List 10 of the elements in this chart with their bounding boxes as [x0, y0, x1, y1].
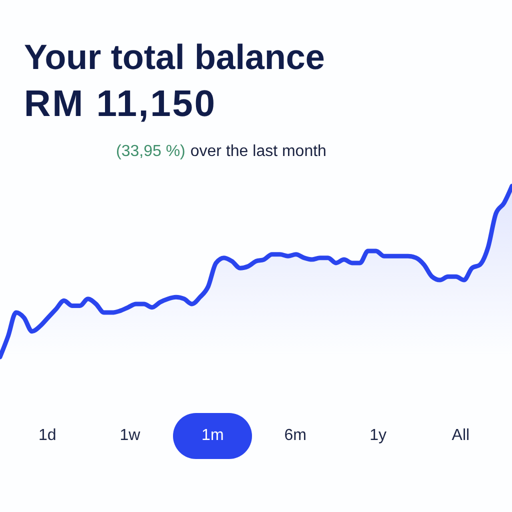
- text: (33,95 %): [116, 143, 186, 160]
- time-range-label: 1w: [120, 426, 140, 446]
- chart-subtitle: RM 11,150: [24, 82, 216, 126]
- text: over the last month: [190, 143, 326, 160]
- selected-time-range-button: 1m: [173, 413, 252, 459]
- chart-title: Your total balance: [24, 37, 325, 79]
- time-range-label: All: [452, 426, 470, 446]
- time-range-label: 1y: [370, 426, 386, 446]
- time-range-label: 6m: [284, 426, 306, 446]
- time-range-label: 1d: [38, 426, 56, 446]
